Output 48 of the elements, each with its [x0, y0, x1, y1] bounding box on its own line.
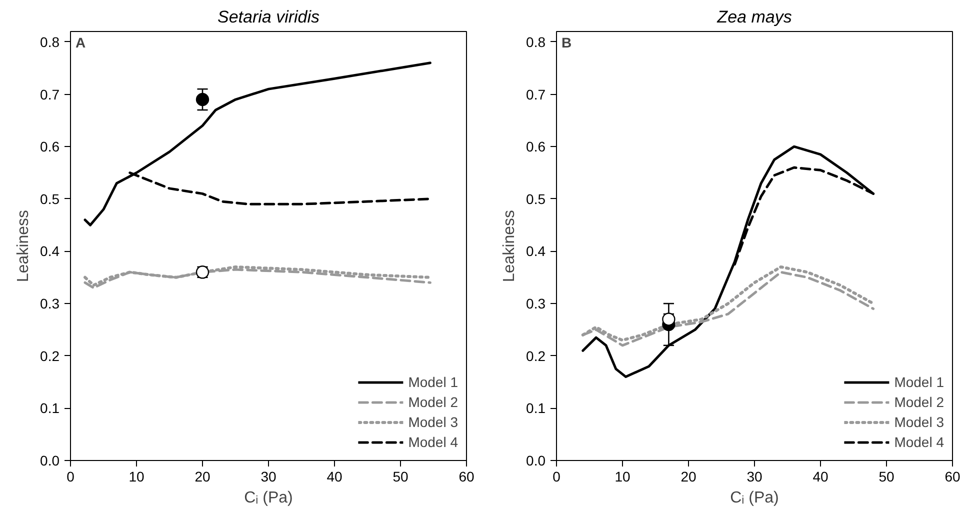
y-tick-label: 0.3	[526, 296, 546, 312]
y-axis-title: Leakiness	[15, 210, 32, 282]
y-tick-label: 0.6	[526, 138, 546, 155]
y-tick-label: 0.0	[526, 452, 546, 468]
annotation: A	[76, 34, 86, 50]
y-tick-label: 0.4	[526, 243, 546, 260]
y-tick-label: 0.6	[40, 138, 60, 155]
legend-label: Model 3	[408, 414, 458, 430]
y-tick-label: 0.5	[526, 190, 546, 207]
legend-label: Model 2	[894, 394, 944, 410]
y-tick-label: 0.4	[40, 243, 60, 260]
x-axis-title: Cᵢ (Pa)	[244, 490, 293, 506]
x-tick-label: 30	[746, 468, 762, 484]
x-tick-label: 60	[458, 468, 474, 484]
x-tick-label: 10	[614, 468, 630, 484]
x-tick-label: 0	[66, 468, 75, 484]
y-tick-label: 0.5	[40, 190, 60, 207]
legend-label: Model 3	[894, 414, 944, 430]
x-tick-label: 0	[552, 468, 561, 484]
legend-label: Model 1	[894, 374, 944, 390]
y-tick-label: 0.8	[40, 34, 60, 50]
y-tick-label: 0.7	[526, 86, 546, 102]
annotation: B	[562, 34, 572, 50]
legend-label: Model 4	[894, 434, 944, 450]
x-tick-label: 40	[812, 468, 828, 484]
chart-title: Zea mays	[716, 8, 792, 26]
x-tick-label: 30	[260, 468, 276, 484]
y-tick-label: 0.2	[526, 348, 546, 364]
chart-title: Setaria viridis	[217, 8, 320, 26]
legend-label: Model 4	[408, 434, 458, 450]
y-tick-label: 0.8	[526, 34, 546, 50]
x-tick-label: 50	[392, 468, 408, 484]
x-tick-label: 40	[326, 468, 342, 484]
legend-label: Model 1	[408, 374, 458, 390]
y-tick-label: 0.7	[40, 86, 60, 102]
x-tick-label: 10	[128, 468, 144, 484]
x-tick-label: 20	[194, 468, 210, 484]
legend-label: Model 2	[408, 394, 458, 410]
y-tick-label: 0.0	[40, 452, 60, 468]
y-tick-label: 0.1	[526, 400, 546, 416]
y-tick-label: 0.1	[40, 400, 60, 416]
y-tick-label: 0.2	[40, 348, 60, 364]
y-axis-title: Leakiness	[501, 210, 518, 282]
x-tick-label: 60	[944, 468, 960, 484]
y-tick-label: 0.3	[40, 296, 60, 312]
x-axis-title: Cᵢ (Pa)	[730, 490, 779, 506]
x-tick-label: 20	[680, 468, 696, 484]
x-tick-label: 50	[878, 468, 894, 484]
